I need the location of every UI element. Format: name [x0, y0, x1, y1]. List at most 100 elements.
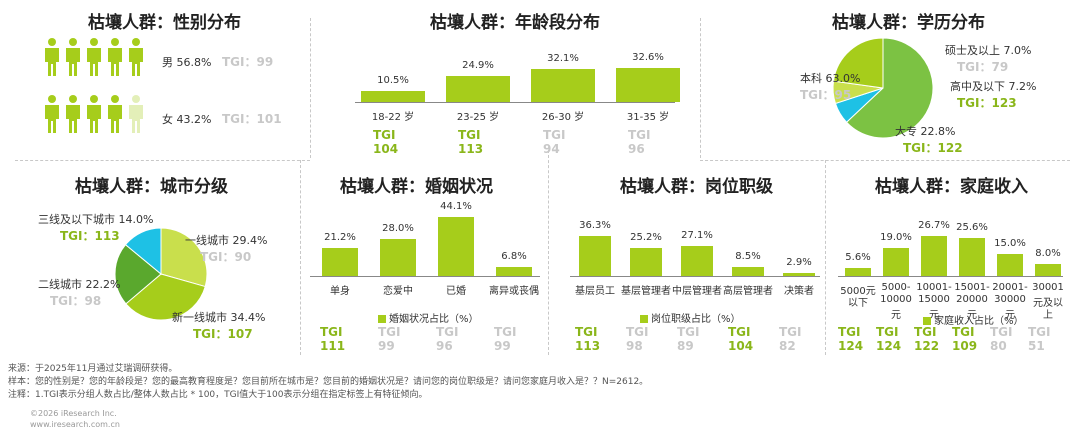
age-tgi-value: 104 [373, 142, 399, 156]
job-category-label: 基层员工 [575, 286, 615, 297]
income-value-label: 25.6% [956, 221, 988, 233]
marriage-tgi-value: 111 [320, 339, 346, 353]
job-legend-text: 岗位职级占比（%） [651, 314, 741, 325]
person-icon-head [111, 38, 119, 46]
income-bar [845, 267, 871, 276]
income-value-label: 8.0% [1035, 248, 1061, 259]
age-category-label: 31-35 岁 [626, 112, 670, 123]
age-bar [531, 68, 595, 102]
marriage-category-label: 单身 [330, 286, 350, 297]
job-bar [579, 236, 611, 276]
person-icon-body [108, 48, 122, 76]
gender-male-label: 男 56.8% [162, 56, 212, 69]
person-icon-body [87, 48, 101, 76]
income-bar [997, 253, 1023, 276]
job-tgi-value: 98 [626, 339, 643, 353]
income-value-label: 26.7% [918, 220, 950, 231]
marriage-legend-text: 婚姻状况占比（%） [389, 314, 479, 325]
person-icon-head [48, 38, 56, 46]
person-icon [108, 95, 122, 133]
person-icon-head [132, 38, 140, 46]
income-tgi-label: TGI [914, 325, 937, 339]
marriage-bar [380, 238, 416, 276]
age-value-label: 32.1% [547, 52, 579, 64]
income-category-label: 30001 [1032, 282, 1064, 293]
income-category-label: 30000 [994, 294, 1026, 305]
footer-sample: 样本：您的性别是？您的年龄段是？您的最高教育程度是？您目前所在城市是？您目前的婚… [8, 377, 649, 387]
city-label-newtier1: 新一线城市 34.4% [172, 311, 266, 324]
job-bar [783, 272, 815, 276]
person-icon [87, 95, 101, 133]
marriage-tgi-label: TGI [436, 325, 459, 339]
marriage-tgi-value: 99 [494, 339, 511, 353]
job-tgi-value: 89 [677, 339, 694, 353]
city-slice [160, 227, 208, 288]
income-category-label: 元 [967, 310, 977, 321]
gender-title: 枯壤人群：性别分布 [88, 13, 241, 33]
marriage-value-label: 21.2% [324, 231, 356, 243]
marriage-category-label: 已婚 [446, 286, 466, 297]
separator [700, 18, 701, 158]
city-slice [125, 273, 206, 321]
job-tgi-label: TGI [779, 325, 802, 339]
job-value-label: 27.1% [681, 230, 713, 242]
gender-female-tgi: TGI：101 [222, 112, 282, 126]
city-tgi-tier2: TGI：98 [50, 294, 102, 308]
person-icon [66, 38, 80, 76]
person-icon-head [90, 38, 98, 46]
gender-female-label: 女 43.2% [162, 113, 212, 126]
person-icon-head [48, 95, 56, 103]
person-icon-body [129, 105, 143, 133]
income-legend-swatch [923, 317, 931, 325]
income-category-label: 5000元 [840, 286, 876, 297]
city-slice [124, 227, 162, 276]
edu-label-master: 硕士及以上 7.0% [945, 44, 1032, 57]
city-label-tier1: 一线城市 29.4% [185, 234, 268, 247]
person-icon-body [66, 105, 80, 133]
marriage-legend: 婚姻状况占比（%） [378, 310, 479, 325]
income-value-label: 19.0% [880, 231, 912, 243]
income-category-label: 20001- [992, 282, 1028, 293]
income-tgi-label: TGI [952, 325, 975, 339]
job-tgi-value: 104 [728, 339, 754, 353]
age-tgi-label: TGI [628, 128, 651, 142]
income-tgi-label: TGI [990, 325, 1013, 339]
income-category-label: 上 [1043, 310, 1053, 321]
income-tgi-label: TGI [838, 325, 861, 339]
separator [15, 160, 310, 161]
income-tgi-value: 124 [876, 339, 902, 353]
separator [310, 18, 311, 158]
income-category-label: 以下 [848, 298, 868, 309]
footer-site: www.iresearch.com.cn [30, 420, 120, 429]
edu-tgi-master: TGI：79 [957, 60, 1009, 74]
income-category-label: 15000 [918, 294, 950, 305]
marriage-tgi-value: 96 [436, 339, 453, 353]
person-icon-body [87, 105, 101, 133]
edu-tgi-bachelor: TGI：95 [800, 88, 852, 102]
income-category-label: 5000- [881, 282, 911, 293]
edu-title: 枯壤人群：学历分布 [832, 13, 985, 33]
person-icon [45, 38, 59, 76]
marriage-value-label: 28.0% [382, 222, 414, 234]
marriage-tgi-value: 99 [378, 339, 395, 353]
income-category-label: 10001- [916, 282, 952, 293]
job-value-label: 2.9% [786, 256, 812, 268]
marriage-bar [438, 217, 474, 276]
income-value-label: 15.0% [994, 237, 1026, 249]
job-title: 枯壤人群：岗位职级 [620, 177, 773, 197]
city-tgi-newtier1: TGI：107 [193, 327, 253, 341]
job-tgi-label: TGI [626, 325, 649, 339]
age-bar [446, 76, 510, 102]
marriage-value-label: 44.1% [440, 201, 472, 212]
age-category-label: 18-22 岁 [371, 112, 415, 123]
income-title: 枯壤人群：家庭收入 [875, 177, 1028, 197]
footer-copyright: ©2026 iResearch Inc. [30, 409, 117, 418]
income-bar [883, 247, 909, 276]
marriage-bar [322, 247, 358, 276]
job-bar [681, 246, 713, 276]
job-tgi-value: 113 [575, 339, 601, 353]
income-category-label: 元 [929, 310, 939, 321]
job-value-label: 8.5% [735, 250, 761, 262]
income-tgi-value: 51 [1028, 339, 1045, 353]
